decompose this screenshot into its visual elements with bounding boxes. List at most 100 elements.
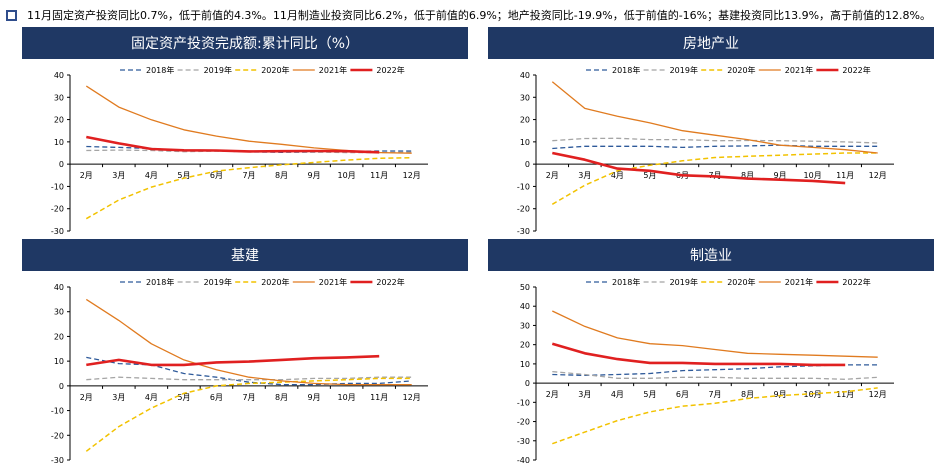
y-tick-label: -20 bbox=[517, 205, 530, 214]
summary-text: 11月固定资产投资同比0.7%，低于前值的4.3%。11月制造业投资同比6.2%… bbox=[27, 9, 931, 22]
x-tick-label: 3月 bbox=[112, 171, 125, 180]
y-tick-label: -40 bbox=[517, 456, 530, 464]
legend-label: 2021年 bbox=[785, 65, 813, 75]
series-line-2019年 bbox=[552, 137, 878, 144]
chart-panel-manufacturing: 制造业 50 40 30 20 10 0 -10 -20 -30 -40 2月 3月 4月 5月 6月 7月 8… bbox=[488, 239, 934, 464]
y-tick-label: -30 bbox=[51, 227, 64, 235]
legend-label: 2018年 bbox=[146, 277, 174, 287]
x-tick-label: 10月 bbox=[804, 171, 822, 180]
series-line-2020年 bbox=[85, 377, 412, 452]
x-tick-label: 7月 bbox=[242, 171, 255, 180]
x-tick-label: 8月 bbox=[741, 390, 754, 399]
legend-label: 2020年 bbox=[727, 277, 755, 287]
legend-label: 2019年 bbox=[670, 277, 698, 287]
y-tick-label: 0 bbox=[525, 160, 530, 169]
chart-panel-real-estate: 房地产业 40 30 20 10 0 -10 -20 -30 2月 3月 4月 5月 6月 7月 8月 9月 1… bbox=[488, 27, 934, 235]
legend-label: 2021年 bbox=[319, 65, 347, 75]
y-tick-label: 10 bbox=[520, 138, 530, 147]
y-tick-label: -10 bbox=[517, 182, 530, 191]
legend-label: 2021年 bbox=[785, 277, 813, 287]
series-line-2018年 bbox=[552, 364, 878, 377]
y-tick-label: -30 bbox=[51, 456, 64, 464]
x-tick-label: 9月 bbox=[774, 390, 787, 399]
series-line-2020年 bbox=[551, 152, 878, 205]
y-tick-label: 40 bbox=[54, 71, 64, 80]
y-tick-label: 40 bbox=[54, 283, 64, 292]
y-tick-label: 40 bbox=[520, 71, 530, 80]
y-tick-label: 10 bbox=[54, 357, 64, 366]
y-tick-label: -10 bbox=[517, 398, 530, 407]
legend-label: 2018年 bbox=[612, 277, 640, 287]
x-tick-label: 9月 bbox=[308, 393, 321, 402]
x-tick-label: 4月 bbox=[611, 390, 624, 399]
y-tick-label: 20 bbox=[520, 116, 530, 125]
x-tick-label: 12月 bbox=[403, 171, 421, 180]
x-tick-label: 5月 bbox=[643, 390, 656, 399]
y-tick-label: 0 bbox=[59, 160, 64, 169]
square-bullet-icon bbox=[6, 9, 17, 21]
x-tick-label: 6月 bbox=[210, 171, 223, 180]
series-line-2018年 bbox=[86, 356, 412, 386]
legend-label: 2020年 bbox=[727, 65, 755, 75]
x-tick-label: 11月 bbox=[370, 171, 388, 180]
x-tick-label: 11月 bbox=[836, 171, 854, 180]
x-tick-label: 5月 bbox=[177, 171, 190, 180]
x-tick-label: 12月 bbox=[869, 390, 887, 399]
y-tick-label: -20 bbox=[517, 418, 530, 427]
x-tick-label: 8月 bbox=[741, 171, 754, 180]
y-tick-label: 0 bbox=[59, 382, 64, 391]
y-tick-label: 0 bbox=[525, 379, 530, 388]
chart-title: 制造业 bbox=[488, 239, 934, 271]
x-tick-label: 2月 bbox=[546, 390, 559, 399]
chart-infrastructure: 40 30 20 10 0 -10 -20 -30 2月 3月 4月 5月 6月 7月 8月 9月 10月 11月… bbox=[51, 277, 428, 464]
chart-manufacturing: 50 40 30 20 10 0 -10 -20 -30 -40 2月 3月 4月 5月 6月 7月 8月 9月 1… bbox=[517, 277, 894, 464]
x-tick-label: 4月 bbox=[611, 171, 624, 180]
legend-label: 2018年 bbox=[612, 65, 640, 75]
series-line-2018年 bbox=[552, 144, 878, 150]
y-tick-label: 10 bbox=[520, 360, 530, 369]
x-tick-label: 8月 bbox=[275, 393, 288, 402]
x-tick-label: 4月 bbox=[145, 393, 158, 402]
chart-panel-infrastructure: 基建 40 30 20 10 0 -10 -20 -30 2月 3月 4月 5月 6月 7月 8月 9月 10月… bbox=[22, 239, 468, 464]
y-tick-label: -10 bbox=[51, 182, 64, 191]
chart-title: 房地产业 bbox=[488, 27, 934, 59]
x-tick-label: 7月 bbox=[242, 393, 255, 402]
y-tick-label: -20 bbox=[51, 205, 64, 214]
x-tick-label: 7月 bbox=[708, 390, 721, 399]
x-tick-label: 3月 bbox=[578, 171, 591, 180]
series-line-2020年 bbox=[85, 156, 412, 220]
y-tick-label: 30 bbox=[520, 321, 530, 330]
summary-header: 11月固定资产投资同比0.7%，低于前值的4.3%。11月制造业投资同比6.2%… bbox=[6, 6, 931, 24]
legend-label: 2022年 bbox=[376, 65, 404, 75]
chart-panel-fai: 固定资产投资完成额:累计同比（%） 40 30 20 10 0 -10 -20 -30 2月 3月… bbox=[22, 27, 468, 235]
y-tick-label: 40 bbox=[520, 302, 530, 311]
series-line-2019年 bbox=[552, 370, 878, 380]
series-line-2021年 bbox=[551, 81, 878, 154]
x-tick-label: 10月 bbox=[338, 393, 356, 402]
x-tick-label: 10月 bbox=[804, 390, 822, 399]
legend-label: 2022年 bbox=[842, 277, 870, 287]
y-tick-label: 10 bbox=[54, 138, 64, 147]
x-tick-label: 4月 bbox=[145, 171, 158, 180]
x-tick-label: 5月 bbox=[177, 393, 190, 402]
x-tick-label: 11月 bbox=[836, 390, 854, 399]
series-line-2020年 bbox=[552, 387, 878, 445]
legend-label: 2022年 bbox=[842, 65, 870, 75]
y-tick-label: -30 bbox=[517, 227, 530, 235]
y-tick-label: -30 bbox=[517, 437, 530, 446]
legend-label: 2018年 bbox=[146, 65, 174, 75]
x-tick-label: 5月 bbox=[643, 171, 656, 180]
x-tick-label: 3月 bbox=[578, 390, 591, 399]
x-tick-label: 9月 bbox=[774, 171, 787, 180]
chart-title: 固定资产投资完成额:累计同比（%） bbox=[22, 27, 468, 59]
y-tick-label: 30 bbox=[54, 93, 64, 102]
y-tick-label: 20 bbox=[54, 116, 64, 125]
x-tick-label: 10月 bbox=[338, 171, 356, 180]
legend-label: 2019年 bbox=[204, 277, 232, 287]
series-line-2019年 bbox=[86, 376, 412, 381]
x-tick-label: 2月 bbox=[80, 393, 93, 402]
y-tick-label: 30 bbox=[54, 308, 64, 317]
legend-label: 2022年 bbox=[376, 277, 404, 287]
y-tick-label: 20 bbox=[54, 332, 64, 341]
